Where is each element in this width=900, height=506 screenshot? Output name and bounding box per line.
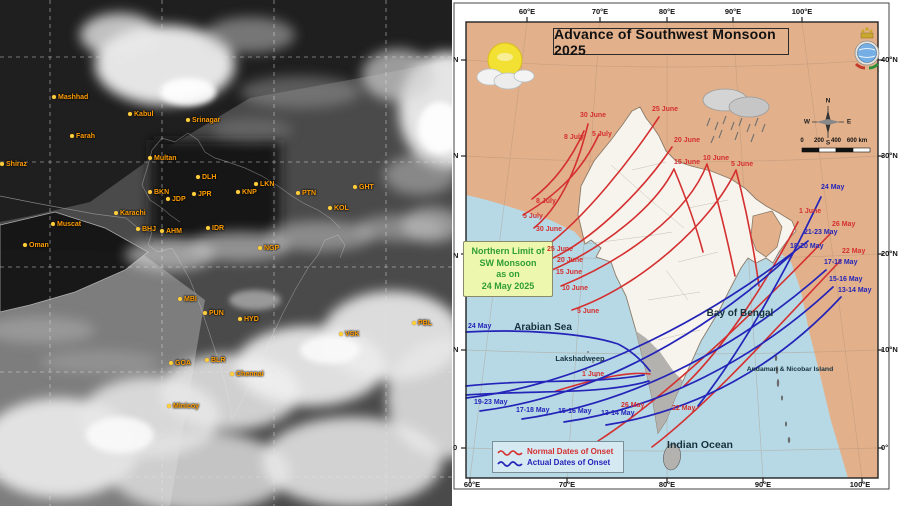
monsoon-map-panel: Advance of Southwest Monsoon 2025 Northe… (452, 0, 900, 506)
city-label: Oman (23, 241, 49, 250)
city-label: VSK (339, 330, 359, 339)
city-label: LKN (254, 180, 274, 189)
city-label: HYD (238, 315, 259, 324)
actual-onset-isochrones (465, 196, 842, 426)
city-label: BKN (148, 188, 169, 197)
satellite-image-panel: Mashhad Shiraz Farah Kabul Srinagar Multan DLH… (0, 0, 452, 506)
city-label: NGP (258, 244, 279, 253)
island-dots (585, 351, 791, 443)
city-label: Multan (148, 154, 177, 163)
city-label: KOL (328, 204, 349, 213)
city-label: BHJ (136, 225, 156, 234)
city-label: PUN (203, 309, 224, 318)
city-label: Farah (70, 132, 95, 141)
rain-cloud-icon (702, 88, 770, 144)
city-label: Chennai (230, 370, 264, 379)
city-label: AHM (160, 227, 182, 236)
city-label: Minicoy (167, 402, 199, 411)
city-label: IDR (206, 224, 224, 233)
city-label: GOA (169, 359, 191, 368)
city-label: JDP (166, 195, 186, 204)
city-label: Muscat (51, 220, 81, 229)
sri-lanka (663, 443, 681, 471)
city-label: Karachi (114, 209, 146, 218)
city-label: Mashhad (52, 93, 88, 102)
state-borders (584, 161, 729, 341)
city-label: BLR (205, 356, 225, 365)
compass-rose-icon (812, 106, 844, 138)
city-label: PBL (412, 319, 432, 328)
city-label: PTN (296, 189, 316, 198)
frame-ticks (461, 17, 883, 483)
imd-logo (854, 27, 880, 70)
city-label: JPR (192, 190, 212, 199)
city-label: DLH (196, 173, 216, 182)
city-label: GHT (353, 183, 374, 192)
city-label: Shiraz (0, 160, 27, 169)
satellite-clouds-graphic (0, 0, 452, 506)
satellite-graticule (0, 0, 452, 506)
scale-bar (801, 147, 871, 153)
city-label: MBI (178, 295, 197, 304)
city-label: Srinagar (186, 116, 220, 125)
city-label: Kabul (128, 110, 153, 119)
satellite-city-labels: Mashhad Shiraz Farah Kabul Srinagar Multan DLH… (0, 93, 432, 411)
city-label: KNP (236, 188, 257, 197)
sun-cloud-icon (476, 42, 535, 90)
monsoon-map-graphic (453, 2, 890, 490)
